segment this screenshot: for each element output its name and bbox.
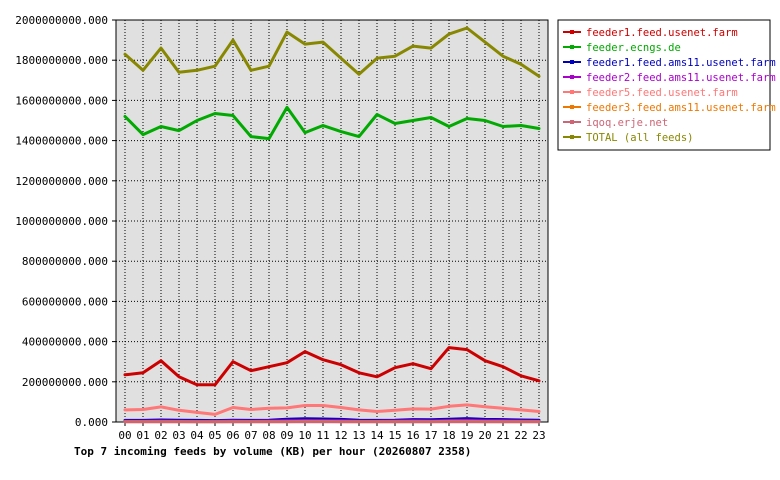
- x-tick-label: 21: [496, 429, 509, 442]
- x-tick-label: 23: [532, 429, 545, 442]
- legend-label: feeder1.feed.ams11.usenet.farm: [586, 57, 776, 69]
- y-tick-label: 1200000000.000: [15, 175, 108, 188]
- legend-label: TOTAL (all feeds): [586, 132, 693, 144]
- x-tick-label: 01: [136, 429, 149, 442]
- x-tick-label: 08: [262, 429, 275, 442]
- x-tick-label: 17: [424, 429, 437, 442]
- x-tick-label: 13: [352, 429, 365, 442]
- y-tick-label: 200000000.000: [22, 376, 108, 389]
- grid-lines: [116, 20, 548, 422]
- legend-marker: [570, 120, 574, 124]
- x-tick-label: 04: [190, 429, 204, 442]
- x-tick-label: 16: [406, 429, 419, 442]
- legend-label: feeder3.feed.ams11.usenet.farm: [586, 102, 776, 114]
- y-axis-ticks: 0.000 200000000.000 400000000.000 600000000…: [15, 14, 116, 429]
- series-line-feeder5-feed-usenet-farm: [123, 403, 541, 416]
- y-tick-label: 400000000.000: [22, 336, 108, 349]
- series-line-feeder1-feed-usenet-farm: [123, 346, 541, 387]
- x-tick-label: 11: [316, 429, 329, 442]
- legend-label: feeder5.feed.usenet.farm: [586, 87, 738, 99]
- x-tick-label: 19: [460, 429, 473, 442]
- y-tick-label: 600000000.000: [22, 295, 108, 308]
- x-tick-label: 14: [370, 429, 384, 442]
- y-tick-label: 1800000000.000: [15, 54, 108, 67]
- x-tick-label: 09: [280, 429, 293, 442]
- legend-label: feeder2.feed.ams11.usenet.farm: [586, 72, 776, 84]
- x-tick-label: 18: [442, 429, 455, 442]
- x-axis-ticks: 00 01 02 03 04 05 06 07 08 09 10 11 12 13 14 15 16 17 18 19…: [118, 422, 546, 442]
- x-tick-label: 03: [172, 429, 185, 442]
- x-tick-label: 05: [208, 429, 221, 442]
- y-tick-label: 800000000.000: [22, 255, 108, 268]
- y-tick-label: 1000000000.000: [15, 215, 108, 228]
- x-tick-label: 20: [478, 429, 491, 442]
- legend-marker: [570, 135, 574, 139]
- legend-box: [557, 19, 771, 151]
- x-tick-label: 07: [244, 429, 257, 442]
- x-tick-label: 10: [298, 429, 311, 442]
- y-tick-label: 1600000000.000: [15, 94, 108, 107]
- legend-label: feeder.ecngs.de: [586, 42, 681, 54]
- x-tick-label: 15: [388, 429, 401, 442]
- legend-label: feeder1.feed.usenet.farm: [586, 27, 738, 39]
- legend-marker: [570, 75, 574, 79]
- y-tick-label: 2000000000.000: [15, 14, 108, 27]
- x-tick-label: 02: [154, 429, 167, 442]
- legend-marker: [570, 105, 574, 109]
- y-tick-label: 1400000000.000: [15, 135, 108, 148]
- legend-marker: [570, 45, 574, 49]
- legend-marker: [570, 60, 574, 64]
- x-tick-label: 06: [226, 429, 239, 442]
- legend-label: iqoq.erje.net: [586, 117, 668, 129]
- x-tick-label: 00: [118, 429, 131, 442]
- series-line-total-all-feeds: [123, 26, 541, 78]
- legend-marker: [570, 90, 574, 94]
- x-tick-label: 12: [334, 429, 347, 442]
- series-lines: [123, 26, 541, 424]
- legend: feeder1.feed.usenet.farm feeder.ecngs.de f…: [557, 19, 776, 151]
- legend-marker: [570, 30, 574, 34]
- chart-title: Top 7 incoming feeds by volume (KB) per …: [74, 445, 471, 458]
- series-line-feeder-ecngs-de: [123, 105, 541, 141]
- y-tick-label: 0.000: [75, 416, 108, 429]
- x-tick-label: 22: [514, 429, 527, 442]
